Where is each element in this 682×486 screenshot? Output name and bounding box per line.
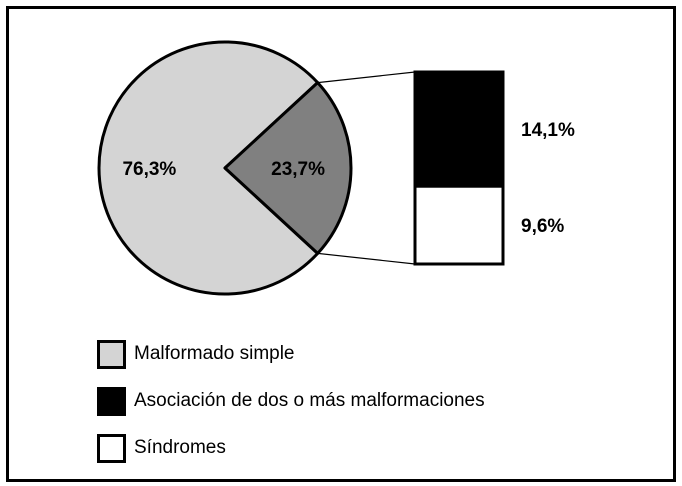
legend-label-asociacion: Asociación de dos o más malformaciones [134, 390, 485, 411]
pie-slice-0 [97, 40, 320, 296]
legend-swatch-sindromes [97, 433, 126, 463]
legend-item-sindromes: Síndromes [97, 430, 485, 466]
chart-frame [6, 6, 676, 482]
legend-swatch-malformado-simple [97, 339, 126, 369]
legend-label-malformado-simple: Malformado simple [134, 343, 295, 364]
breakdown-segment-0 [413, 70, 505, 188]
breakdown-segment-1 [413, 184, 505, 266]
breakdown-label-0: 14,1% [521, 120, 575, 141]
pie-slice-label-0: 76,3% [122, 159, 176, 180]
connector-line-top [317, 71, 416, 84]
legend-swatch-asociacion [97, 386, 126, 416]
pie-slice-1 [223, 81, 353, 255]
pie-slice-label-1: 23,7% [271, 159, 325, 180]
legend-item-malformado-simple: Malformado simple [97, 336, 485, 372]
legend-item-asociacion: Asociación de dos o más malformaciones [97, 383, 485, 419]
breakdown-label-1: 9,6% [521, 216, 564, 237]
connector-line-bottom [317, 252, 416, 265]
legend-label-sindromes: Síndromes [134, 437, 226, 458]
legend: Malformado simple Asociación de dos o má… [97, 336, 485, 477]
